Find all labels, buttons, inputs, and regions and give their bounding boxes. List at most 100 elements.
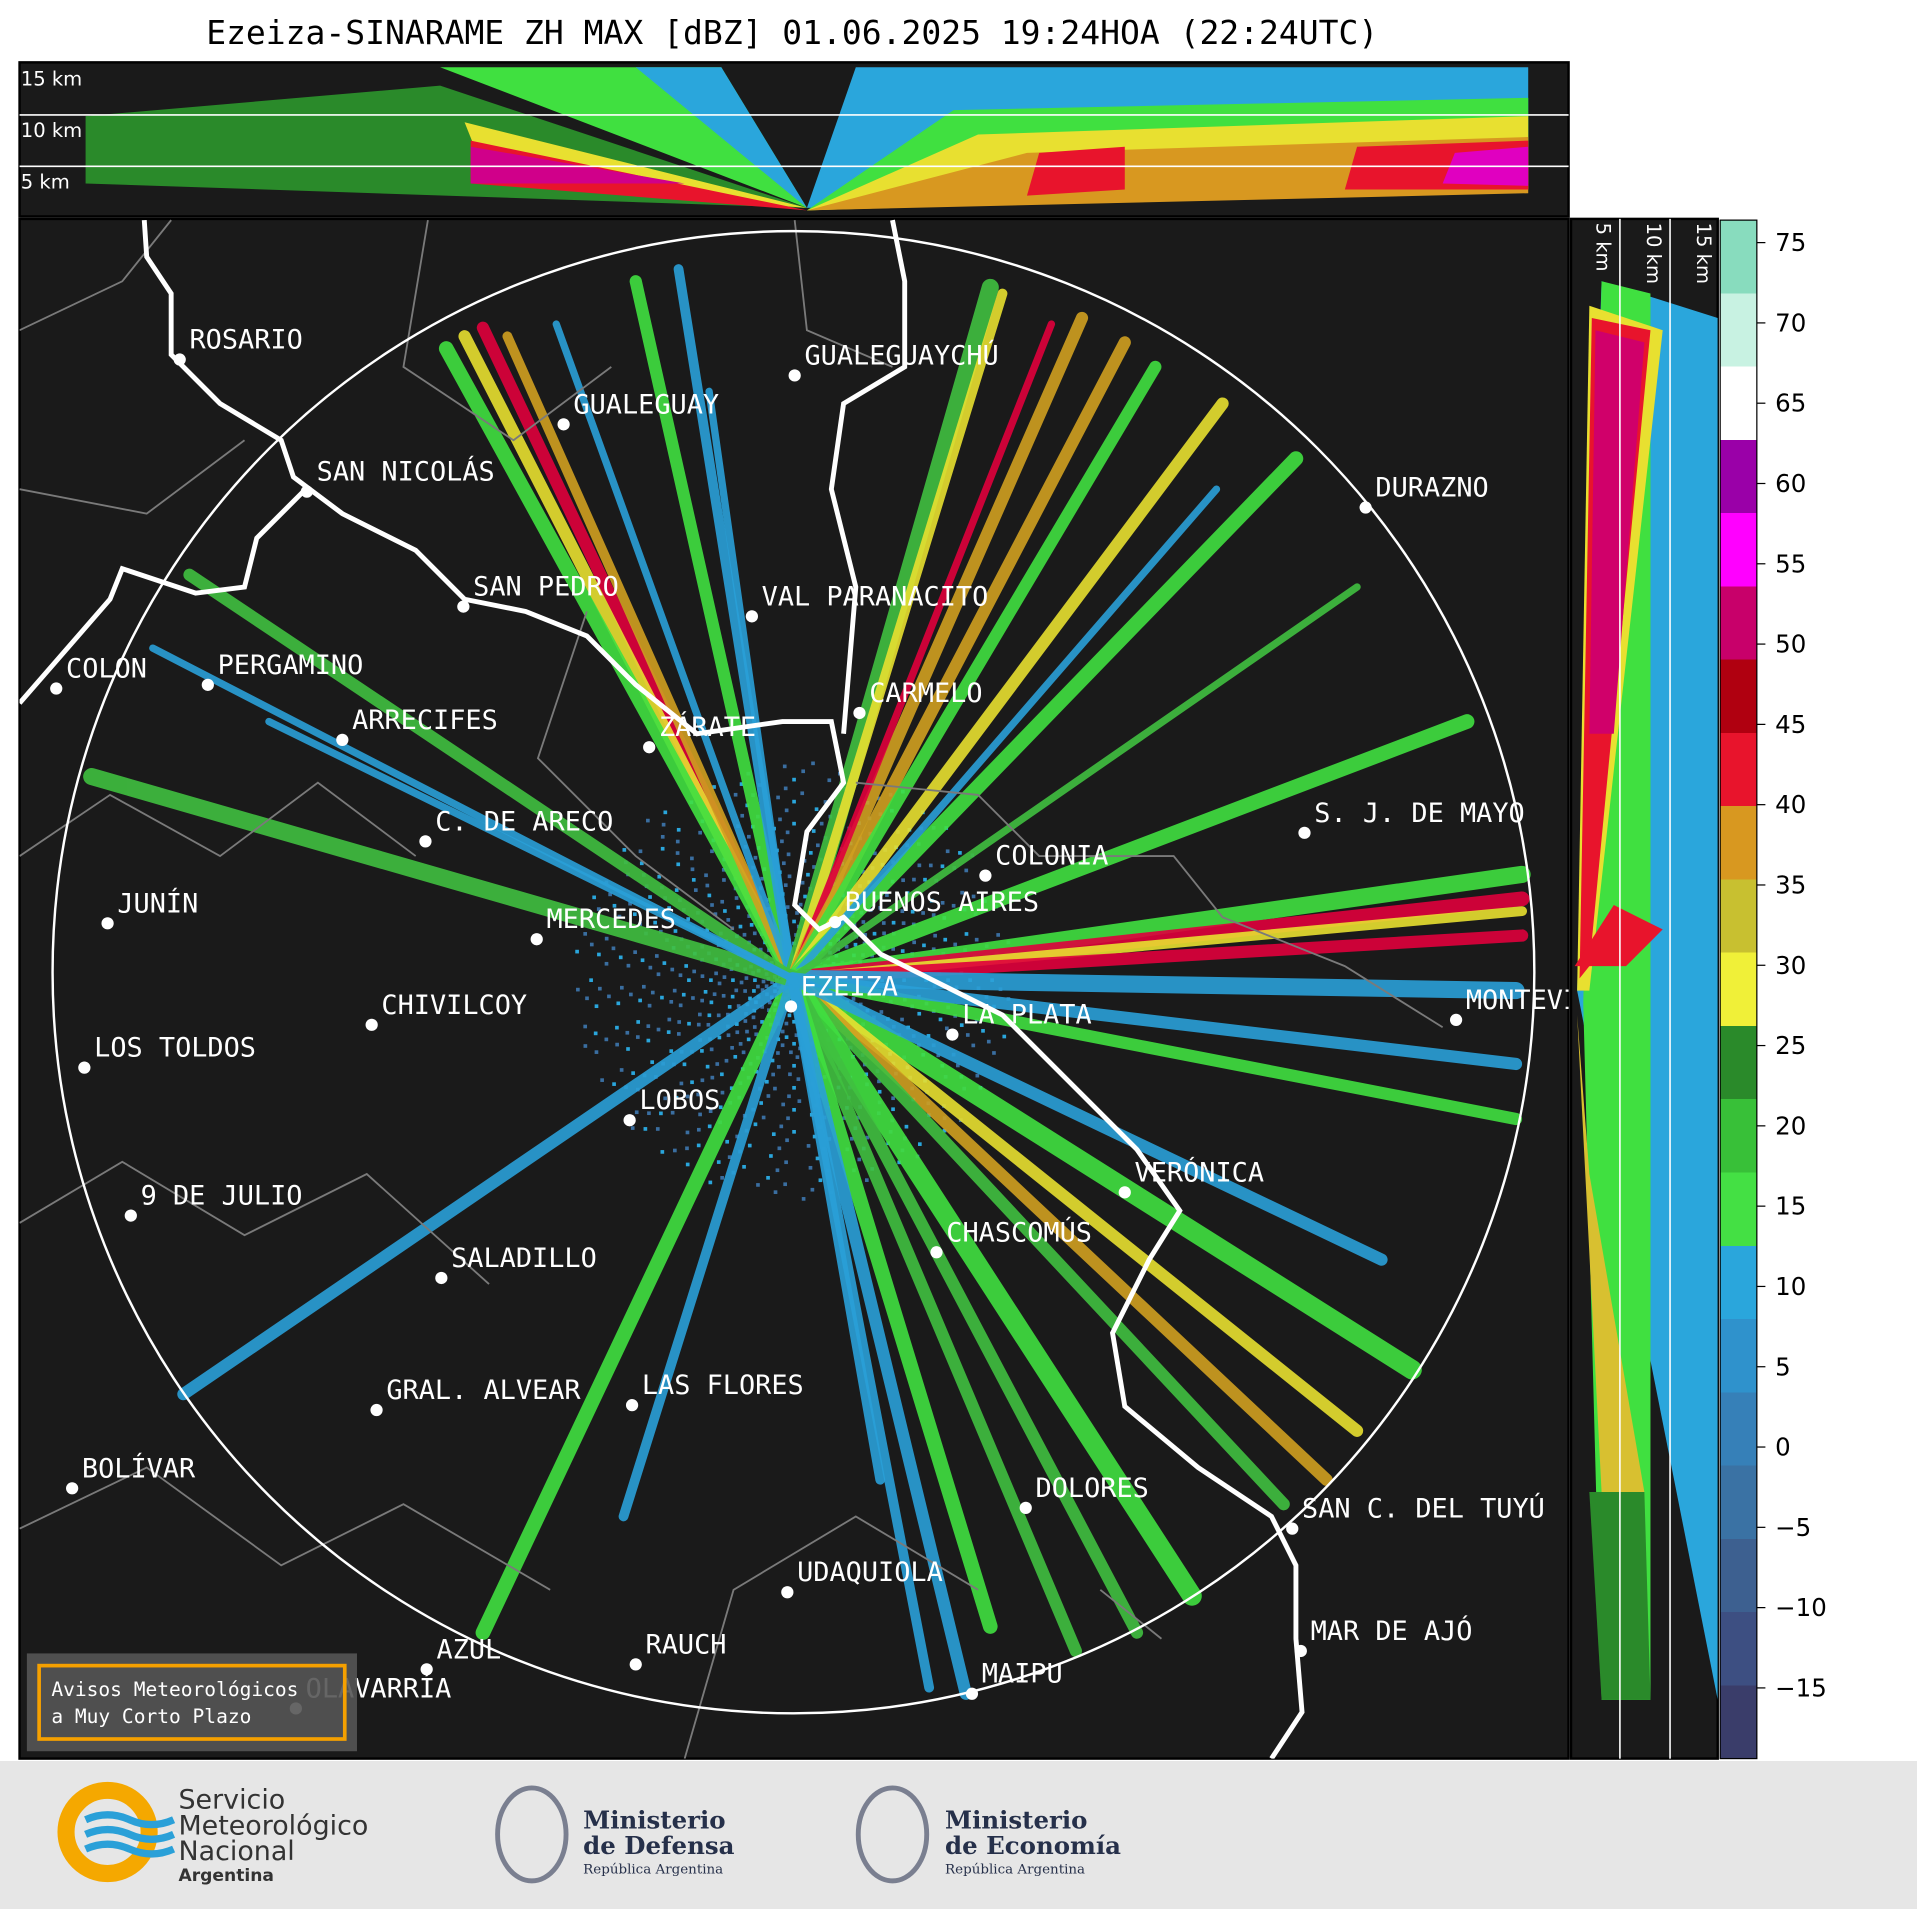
clutter (710, 1075, 715, 1080)
map-content: ROSARIO GUALEGUAYCHÚ GUALEGUAY SAN NICOLÁS D… (19, 219, 1569, 1759)
clutter (786, 1116, 790, 1121)
clutter (653, 920, 657, 925)
colorbar-tick-label: 30 (1775, 951, 1806, 980)
city-dot (420, 1663, 433, 1676)
clutter (912, 877, 916, 882)
city-dot (1286, 1522, 1299, 1535)
clutter (944, 1026, 949, 1031)
colorbar-tick-label: 0 (1775, 1433, 1791, 1462)
echo-ray (786, 311, 1089, 985)
colorbar (1719, 219, 1758, 1760)
clutter (583, 1044, 588, 1048)
city-dot (930, 1246, 943, 1259)
clutter (975, 1073, 980, 1078)
clutter (974, 937, 979, 942)
clutter (679, 1081, 684, 1086)
clutter (660, 834, 665, 839)
clutter (868, 908, 873, 912)
clutter (669, 1049, 674, 1053)
clutter (770, 980, 774, 984)
clutter (753, 978, 757, 983)
clutter (726, 1033, 731, 1038)
radar-echoes (83, 264, 1531, 1700)
clutter (900, 909, 905, 914)
clutter (878, 906, 883, 910)
clutter (687, 978, 691, 983)
clutter (760, 1020, 764, 1024)
clutter (675, 851, 680, 855)
height-label: 5 km (21, 170, 70, 193)
clutter (792, 1063, 796, 1068)
clutter (844, 944, 849, 949)
clutter (661, 822, 666, 827)
echo-ray (787, 973, 935, 1693)
clutter (801, 769, 806, 774)
city-dot (50, 682, 63, 695)
clutter (801, 1197, 806, 1201)
clutter (604, 961, 609, 966)
city-label: SAN C. DEL TUYÚ (1302, 1493, 1545, 1525)
clutter (676, 862, 681, 867)
clutter (716, 1160, 721, 1164)
colorbar-tick-label: −15 (1775, 1673, 1827, 1702)
clutter (928, 863, 933, 868)
clutter (881, 921, 886, 925)
clutter (628, 901, 632, 906)
echo-ray (786, 360, 1162, 985)
clutter (710, 903, 714, 907)
city-label: S. J. DE MAYO (1314, 798, 1524, 829)
clutter (670, 1110, 675, 1115)
clutter (782, 861, 786, 866)
clutter (735, 1022, 739, 1026)
clutter (673, 929, 678, 933)
echo-ray (786, 972, 1523, 1071)
clutter (861, 870, 865, 874)
clutter (611, 946, 616, 951)
clutter (716, 1013, 721, 1018)
colorbar-tick-label: 40 (1775, 790, 1806, 819)
clutter (646, 818, 650, 823)
city-dot (1118, 1186, 1131, 1199)
clutter (592, 895, 596, 900)
city-label: SAN PEDRO (473, 572, 619, 603)
clutter (682, 1062, 687, 1067)
clutter (960, 890, 964, 895)
clutter (795, 1055, 800, 1059)
echo-ray (502, 331, 798, 984)
clutter (617, 914, 622, 919)
clutter (667, 1017, 672, 1022)
clutter (773, 1086, 777, 1091)
colorbar-tick-label: 50 (1775, 630, 1806, 659)
colorbar-tick-label: 5 (1775, 1352, 1791, 1381)
city-label: LOS TOLDOS (94, 1033, 256, 1064)
clutter (646, 1024, 651, 1028)
clutter (700, 974, 705, 979)
colorbar-tick-label: −5 (1775, 1513, 1811, 1542)
clutter (612, 1082, 616, 1086)
clutter (678, 973, 683, 978)
city-label: CHASCOMÚS (946, 1216, 1092, 1248)
clutter (777, 1146, 782, 1151)
clutter (752, 931, 757, 936)
city-dot (1449, 1013, 1463, 1027)
clutter (681, 992, 686, 997)
clutter (974, 1018, 979, 1023)
clutter (873, 851, 877, 856)
clutter (638, 922, 642, 926)
clutter (604, 1037, 609, 1042)
clutter (709, 978, 713, 983)
clutter (800, 880, 805, 885)
clutter (660, 995, 664, 1000)
clutter (959, 1023, 964, 1027)
clutter (798, 902, 803, 907)
clutter (685, 1146, 689, 1151)
clutter (927, 1113, 931, 1117)
clutter (879, 1010, 884, 1014)
city-label: C. DE ARECO (435, 806, 613, 837)
echo-ray (786, 972, 1364, 1437)
city-dot (101, 917, 114, 930)
clutter (684, 964, 689, 968)
clutter (705, 928, 710, 932)
clutter (810, 1187, 815, 1192)
notice-box[interactable] (37, 1663, 347, 1741)
